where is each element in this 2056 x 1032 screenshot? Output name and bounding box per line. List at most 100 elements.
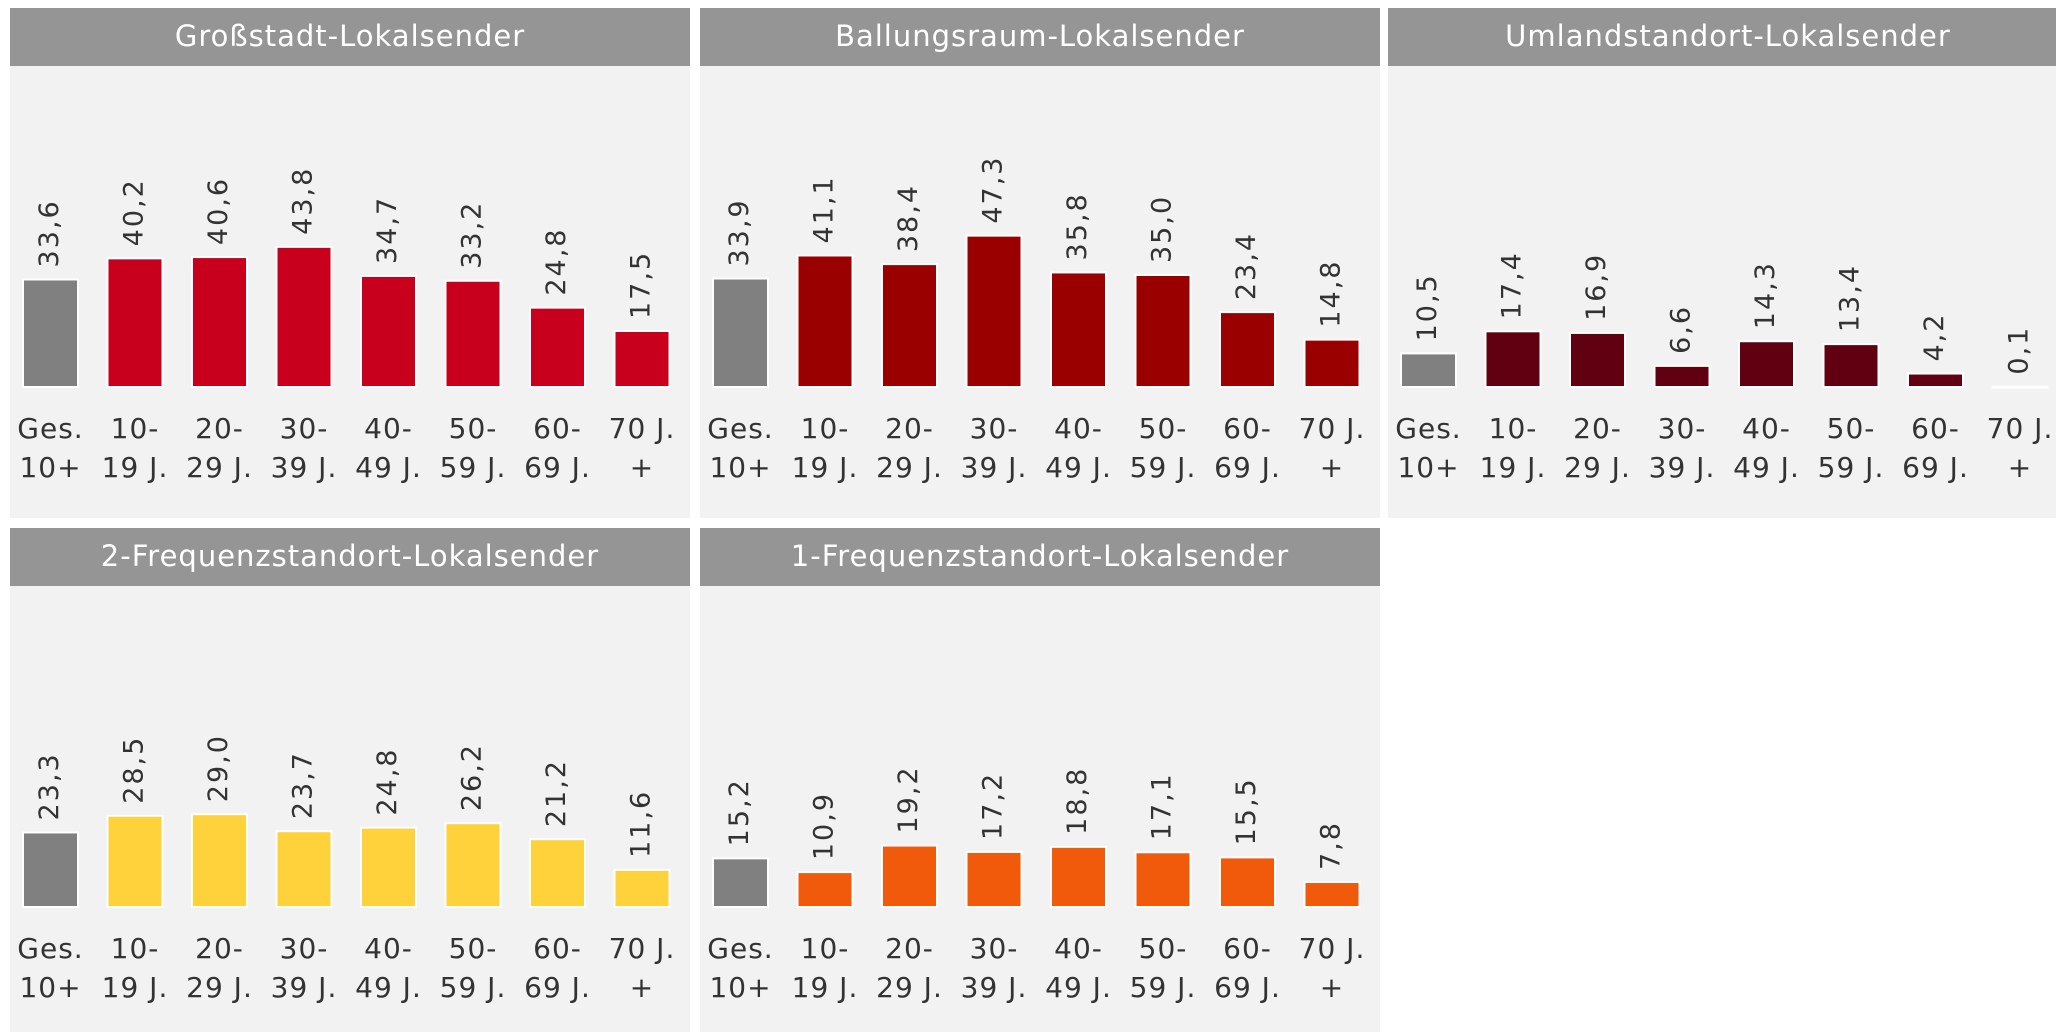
bar [275, 245, 333, 388]
value-label: 33,6 [34, 199, 65, 267]
category-label: Ges. [707, 412, 773, 445]
value-label: 40,6 [203, 177, 234, 245]
bar [1134, 274, 1192, 388]
value-label: 13,4 [1835, 264, 1866, 332]
category-label: 39 J. [961, 971, 1028, 1004]
category-label: 59 J. [440, 451, 507, 484]
category-label: 40- [1742, 412, 1791, 445]
bar [106, 814, 164, 908]
category-label: 29 J. [186, 451, 253, 484]
value-label: 4,2 [1919, 313, 1950, 362]
chart-title: Großstadt-Lokalsender [175, 19, 525, 53]
value-label: 0,1 [2004, 326, 2035, 375]
category-label: 70 J. [1299, 932, 1366, 965]
category-label: 10+ [19, 451, 81, 484]
bar [1303, 338, 1361, 389]
value-label: 10,5 [1412, 273, 1443, 341]
category-label: 70 J. [609, 932, 676, 965]
category-label: 39 J. [271, 451, 338, 484]
category-label: 29 J. [1564, 451, 1631, 484]
chart-title: 2-Frequenzstandort-Lokalsender [101, 539, 599, 573]
category-label: 60- [1223, 932, 1272, 965]
category-label: 50- [449, 932, 498, 965]
bar [1653, 364, 1711, 389]
category-label: 59 J. [1130, 971, 1197, 1004]
value-label: 29,0 [203, 734, 234, 802]
bar [444, 279, 502, 389]
category-label: 30- [280, 932, 329, 965]
category-label: + [630, 971, 654, 1004]
bar [191, 813, 248, 909]
value-label: 11,6 [626, 790, 657, 858]
bar [613, 868, 671, 909]
bar [1400, 352, 1457, 388]
category-label: 50- [1827, 412, 1876, 445]
category-label: 69 J. [1214, 971, 1281, 1004]
category-label: 20- [1573, 412, 1622, 445]
category-label: 70 J. [609, 412, 676, 445]
panel-background [1388, 8, 2056, 518]
bar [1907, 372, 1964, 388]
value-label: 43,8 [288, 167, 319, 235]
category-label: 49 J. [1733, 451, 1800, 484]
bar [529, 306, 586, 389]
category-label: 20- [885, 412, 934, 445]
bar [881, 844, 938, 908]
category-label: 50- [1139, 932, 1188, 965]
category-label: 40- [1054, 412, 1103, 445]
category-label: 10+ [709, 451, 771, 484]
value-label: 34,7 [372, 196, 403, 264]
value-label: 17,2 [978, 772, 1009, 840]
bar [1991, 385, 2049, 389]
category-label: 39 J. [1649, 451, 1716, 484]
chart-panel: Ballungsraum-Lokalsender 33,9 Ges. 10+ 41,1 1… [700, 8, 1380, 518]
category-label: 19 J. [102, 451, 169, 484]
value-label: 15,5 [1231, 777, 1262, 845]
value-label: 14,8 [1316, 260, 1347, 328]
panel-background [10, 528, 690, 1032]
category-label: 29 J. [876, 971, 943, 1004]
value-label: 14,3 [1750, 261, 1781, 329]
bar [712, 277, 769, 388]
bar [1219, 856, 1276, 908]
bar [1219, 311, 1276, 388]
value-label: 21,2 [541, 759, 572, 827]
category-label: 49 J. [355, 971, 422, 1004]
category-label: 59 J. [1130, 451, 1197, 484]
category-label: 49 J. [1045, 451, 1112, 484]
category-label: 39 J. [961, 451, 1028, 484]
category-label: 69 J. [1214, 451, 1281, 484]
bar [1050, 845, 1107, 908]
category-label: 30- [970, 412, 1019, 445]
category-label: 29 J. [876, 451, 943, 484]
category-label: 70 J. [1987, 412, 2054, 445]
value-label: 7,8 [1316, 821, 1347, 870]
category-label: 49 J. [355, 451, 422, 484]
value-label: 19,2 [893, 765, 924, 833]
category-label: 10- [111, 932, 160, 965]
bar [1738, 340, 1795, 388]
value-label: 24,8 [541, 228, 572, 296]
value-label: 33,9 [724, 198, 755, 266]
value-label: 47,3 [978, 156, 1009, 224]
value-label: 15,2 [724, 778, 755, 846]
category-label: + [2008, 451, 2032, 484]
panel-header [700, 8, 1380, 66]
category-label: 20- [885, 932, 934, 965]
value-label: 23,3 [34, 752, 65, 820]
category-label: Ges. [1395, 412, 1461, 445]
bar [529, 838, 586, 908]
category-label: Ges. [17, 412, 83, 445]
bar [191, 256, 248, 388]
category-label: 60- [533, 412, 582, 445]
value-label: 23,4 [1231, 232, 1262, 300]
category-label: 60- [533, 932, 582, 965]
category-label: 70 J. [1299, 412, 1366, 445]
bar [1303, 881, 1361, 909]
category-label: 10- [801, 412, 850, 445]
category-label: 29 J. [186, 971, 253, 1004]
category-label: 40- [1054, 932, 1103, 965]
chart-title: 1-Frequenzstandort-Lokalsender [791, 539, 1289, 573]
bar [613, 330, 671, 388]
